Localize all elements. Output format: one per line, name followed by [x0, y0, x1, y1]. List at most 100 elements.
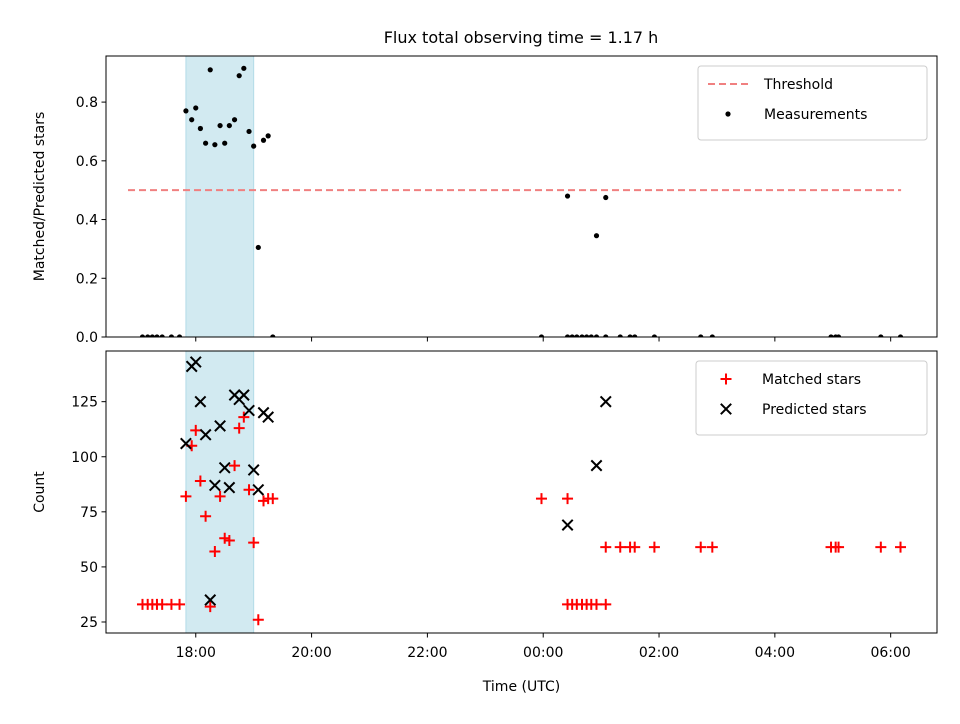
measurement-point	[255, 244, 261, 251]
legend-label: Threshold	[763, 77, 833, 93]
measurement-point	[584, 334, 590, 337]
measurement-point	[251, 143, 257, 149]
measurement-point	[538, 334, 545, 337]
measurement-point	[835, 334, 842, 337]
measurement-point	[265, 133, 271, 139]
measurement-point	[588, 334, 594, 337]
matched-star-point	[204, 601, 216, 613]
predicted-star-point	[204, 594, 217, 606]
data-marks	[139, 65, 904, 337]
x-axis-label: Time (UTC)	[482, 679, 560, 695]
predicted-star-point	[180, 437, 192, 450]
matched-star-point	[190, 424, 202, 436]
measurement-point	[168, 334, 175, 337]
measurement-point	[207, 67, 213, 73]
y-tick-label: 0.6	[76, 154, 98, 170]
predicted-star-point	[189, 356, 202, 368]
figure-title: Flux total observing time = 1.17 h	[384, 28, 659, 47]
measurement-point	[145, 334, 151, 337]
y-tick-label: 100	[71, 450, 98, 466]
measurement-point	[897, 334, 904, 337]
observing-window-span	[185, 55, 255, 338]
predicted-star-point	[237, 389, 250, 401]
predicted-star-point	[590, 459, 603, 472]
matched-star-point	[174, 598, 186, 610]
axes-frame	[105, 55, 938, 338]
measurement-point	[241, 65, 247, 71]
matched-star-point	[200, 510, 212, 522]
measurement-point	[603, 334, 609, 337]
y-tick-label: 0.0	[76, 330, 98, 346]
measurement-point	[189, 117, 195, 123]
legend-label: Predicted stars	[762, 402, 867, 418]
measurement-point	[878, 334, 884, 337]
measurement-point	[217, 122, 223, 129]
matched-star-point	[895, 541, 907, 553]
measurement-point	[828, 334, 834, 337]
y-tick-label: 0.4	[76, 213, 98, 229]
matched-star-point	[535, 493, 547, 505]
measurement-point	[569, 334, 575, 337]
y-tick-label: 125	[71, 395, 98, 411]
measurement-point	[593, 334, 600, 337]
predicted-star-point	[214, 419, 226, 432]
matched-star-point	[695, 541, 707, 553]
matched-star-point	[180, 490, 192, 502]
legend-matched-swatch	[720, 373, 732, 385]
y-tick-label: 75	[80, 505, 98, 521]
legend: Matched stars Predicted stars	[695, 360, 928, 436]
predicted-star-point	[194, 395, 207, 408]
predicted-star-point	[218, 461, 231, 474]
predicted-star-point	[599, 395, 612, 408]
ratio-panel: 0.0 0.2 0.4 0.6 0.8 Matched/Predicted stars Th…	[32, 55, 938, 346]
legend-predicted-swatch	[720, 403, 732, 415]
x-tick-label: 04:00	[755, 645, 795, 661]
y-tick-label: 0.2	[76, 271, 98, 287]
measurement-point	[149, 334, 155, 337]
matched-star-point	[267, 493, 279, 505]
matched-star-point	[629, 541, 641, 553]
x-tick-label: 20:00	[291, 645, 331, 661]
matched-star-point	[875, 541, 887, 553]
predicted-star-point	[199, 428, 212, 441]
measurement-point	[709, 334, 715, 337]
x-tick-label: 00:00	[523, 645, 563, 661]
legend-box	[695, 360, 928, 436]
measurement-point	[226, 122, 232, 129]
measurement-point	[154, 334, 160, 337]
measurement-point	[159, 334, 165, 337]
measurement-point	[603, 194, 609, 201]
predicted-star-point	[252, 483, 265, 496]
measurement-point	[222, 140, 228, 146]
matched-star-point	[248, 537, 260, 549]
measurement-point	[632, 334, 638, 337]
matched-star-point	[238, 411, 250, 423]
matched-star-point	[614, 541, 626, 553]
measurement-point	[579, 334, 585, 337]
legend-label: Measurements	[764, 107, 867, 123]
y-tick-label: 25	[80, 615, 98, 631]
matched-star-point	[243, 484, 255, 496]
matched-star-point	[562, 493, 574, 505]
legend-label: Matched stars	[762, 372, 861, 388]
matched-star-point	[590, 598, 602, 610]
legend-measurement-swatch	[725, 111, 731, 117]
matched-star-point	[648, 541, 660, 553]
matched-star-point	[252, 614, 264, 626]
measurement-point	[574, 334, 580, 337]
measurement-point	[236, 73, 242, 79]
predicted-star-point	[262, 411, 275, 424]
legend: Threshold Measurements	[697, 65, 928, 141]
predicted-star-point	[208, 479, 221, 492]
x-tick-label: 02:00	[639, 645, 679, 661]
predicted-star-point	[247, 464, 260, 476]
y-axis-label: Count	[32, 471, 48, 513]
measurement-point	[627, 334, 633, 337]
matched-star-point	[214, 490, 226, 502]
measurement-point	[698, 334, 704, 337]
measurement-point	[246, 128, 252, 135]
x-tick-label: 22:00	[407, 645, 447, 661]
matched-star-point	[706, 541, 718, 553]
